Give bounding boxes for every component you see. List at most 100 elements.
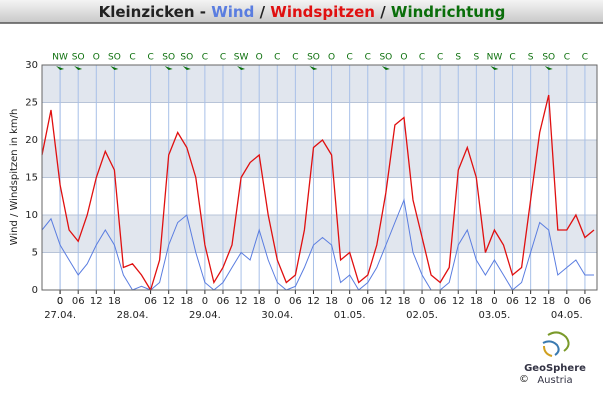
logo: GeoSphere Austria © xyxy=(519,331,586,386)
direction-arrow xyxy=(309,66,318,74)
logo-icon xyxy=(542,331,570,357)
y-tick-label: 0 xyxy=(32,285,38,296)
logo-name: GeoSphere xyxy=(524,363,586,374)
direction-label: C xyxy=(202,53,208,63)
title-sep: - xyxy=(200,3,206,21)
title-series: Windspitzen xyxy=(270,3,375,21)
directions: NW SO O SO C C SO SO C C SW O C C SO O C C SO O C C S S NW C S SO C C xyxy=(52,53,588,74)
x-tick-label: 18 xyxy=(325,296,338,307)
x-tick-label: 0 xyxy=(274,296,280,307)
copyright: © xyxy=(519,374,529,385)
direction-label: S xyxy=(473,53,479,63)
direction-label: SO xyxy=(72,53,85,63)
x-tick-label: 0 xyxy=(564,296,570,307)
date-label: 01.05. xyxy=(334,310,366,321)
x-tick-label: 18 xyxy=(180,296,193,307)
x-tick-label: 18 xyxy=(542,296,555,307)
date-label: 04.05. xyxy=(551,310,583,321)
direction-arrow xyxy=(490,66,499,74)
direction-label: SO xyxy=(542,53,555,63)
x-tick-label: 12 xyxy=(162,296,175,307)
series xyxy=(41,94,595,292)
x-tick-label: 18 xyxy=(470,296,483,307)
direction-label: C xyxy=(582,53,588,63)
y-axis-label: Wind / Windspitzen in km/h xyxy=(9,109,20,246)
date-label: 03.05. xyxy=(479,310,511,321)
direction-arrow xyxy=(74,66,83,74)
chart-title: Kleinzicken - Wind / Windspitzen / Windr… xyxy=(99,3,506,21)
title-sep: / xyxy=(260,3,266,21)
y-tick-label: 25 xyxy=(25,98,38,109)
x-tick-label: 0 xyxy=(491,296,497,307)
x-tick-label: 06 xyxy=(289,296,302,307)
x-tick-label: 0 xyxy=(202,296,208,307)
x-tick-label: 06 xyxy=(434,296,447,307)
date-label: 02.05. xyxy=(406,310,438,321)
x-tick-label: 12 xyxy=(452,296,465,307)
direction-label: SO xyxy=(307,53,320,63)
axes: 0 5 10 15 20 25 30 0 06 12 18 0 06 12 18 0 06 12 18 0 06 12 18… xyxy=(25,60,598,321)
y-tick-label: 30 xyxy=(25,60,38,71)
direction-label: C xyxy=(509,53,515,63)
plot-frame xyxy=(41,64,598,291)
direction-label: C xyxy=(437,53,443,63)
direction-label: C xyxy=(292,53,298,63)
grid xyxy=(42,64,597,291)
direction-label: S xyxy=(528,53,534,63)
direction-label: C xyxy=(564,53,570,63)
series-line xyxy=(41,94,595,292)
band xyxy=(42,215,597,253)
x-tick-label: 0 xyxy=(346,296,352,307)
direction-arrow xyxy=(381,66,390,74)
header-bar xyxy=(0,0,603,23)
direction-label: C xyxy=(419,53,425,63)
x-tick-label: 18 xyxy=(108,296,121,307)
x-tick-label: 18 xyxy=(398,296,411,307)
direction-label: O xyxy=(328,53,335,63)
title-station: Kleinzicken xyxy=(99,3,195,21)
y-tick-label: 10 xyxy=(25,210,38,221)
date-label: 28.04. xyxy=(117,310,149,321)
direction-label: C xyxy=(129,53,135,63)
date-label: 29.04. xyxy=(189,310,221,321)
direction-label: C xyxy=(147,53,153,63)
direction-arrow xyxy=(164,66,173,74)
logo-sub: Austria xyxy=(537,375,572,386)
direction-label: NW xyxy=(487,53,503,63)
direction-label: C xyxy=(274,53,280,63)
x-tick-label: 18 xyxy=(253,296,266,307)
direction-arrow xyxy=(544,66,553,74)
direction-label: O xyxy=(93,53,100,63)
title-sep: / xyxy=(380,3,386,21)
y-tick-label: 20 xyxy=(25,135,38,146)
x-tick-label: 0 xyxy=(57,296,63,307)
title-series: Wind xyxy=(211,3,254,21)
direction-label: SW xyxy=(234,53,249,63)
date-label: 30.04. xyxy=(261,310,293,321)
direction-label: C xyxy=(347,53,353,63)
x-tick-label: 06 xyxy=(217,296,230,307)
y-tick-label: 15 xyxy=(25,173,38,184)
x-tick-label: 06 xyxy=(506,296,519,307)
band xyxy=(42,140,597,178)
x-tick-label: 06 xyxy=(579,296,592,307)
direction-arrow xyxy=(237,66,246,74)
direction-label: S xyxy=(455,53,461,63)
direction-arrow xyxy=(110,66,119,74)
x-tick-label: 0 xyxy=(419,296,425,307)
band xyxy=(42,65,597,103)
x-tick-label: 12 xyxy=(524,296,537,307)
direction-label: SO xyxy=(180,53,193,63)
x-tick-label: 12 xyxy=(90,296,103,307)
direction-label: NW xyxy=(52,53,68,63)
date-label: 27.04. xyxy=(44,310,76,321)
x-tick-label: 12 xyxy=(379,296,392,307)
series-line xyxy=(41,198,594,291)
x-tick-label: 06 xyxy=(144,296,157,307)
direction-label: O xyxy=(400,53,407,63)
direction-label: SO xyxy=(379,53,392,63)
x-tick-label: 06 xyxy=(72,296,85,307)
direction-arrow xyxy=(182,66,191,74)
x-tick-label: 12 xyxy=(235,296,248,307)
